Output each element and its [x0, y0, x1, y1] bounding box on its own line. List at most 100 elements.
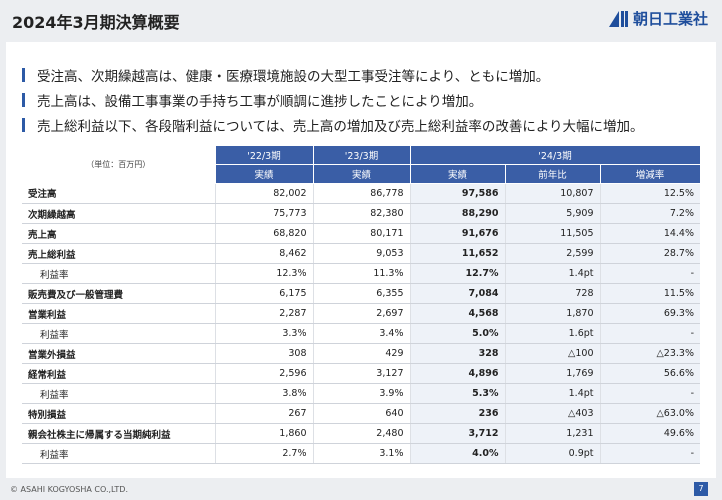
- cell: 2,697: [312, 303, 410, 324]
- cell: 3.3%: [214, 323, 313, 344]
- cell: 1.4pt: [504, 263, 600, 284]
- cell: -: [599, 443, 700, 464]
- logo-text: 朝日工業社: [632, 10, 708, 28]
- unit-label: （単位：百万円）: [22, 145, 215, 184]
- cell: 1,870: [504, 303, 600, 324]
- cell: 1,231: [504, 423, 600, 444]
- cell: 1,769: [504, 363, 600, 384]
- row-label: 売上高: [22, 223, 215, 244]
- row-label: 特別損益: [22, 403, 215, 424]
- cell: 2.7%: [214, 443, 313, 464]
- cell: 0.9pt: [504, 443, 600, 464]
- page-title: 2024年3月期決算概要: [12, 13, 180, 32]
- cell: 69.3%: [599, 303, 700, 324]
- subheader: 実績: [409, 164, 506, 184]
- cell: 4,568: [409, 303, 505, 324]
- cell: 49.6%: [599, 423, 700, 444]
- row-label: 経常利益: [22, 363, 215, 384]
- data-row: 次期繰越高 75,773 82,380 88,290 5,909 7.2%: [22, 203, 700, 224]
- subheader: 実績: [214, 164, 314, 184]
- sub-row: 利益率 12.3% 11.3% 12.7% 1.4pt -: [22, 263, 700, 284]
- cell: -: [599, 323, 700, 344]
- bullet-text: 売上高は、設備工事事業の手持ち工事が順調に進捗したことにより増加。: [37, 93, 483, 110]
- cell: 12.3%: [214, 263, 313, 284]
- cell: 11,505: [504, 223, 600, 244]
- cell: △100: [504, 343, 600, 364]
- cell: 11,652: [409, 243, 505, 264]
- cell: 2,596: [214, 363, 313, 384]
- cell: 10,807: [504, 183, 600, 204]
- cell: 3,712: [409, 423, 505, 444]
- cell: 11.5%: [599, 283, 700, 304]
- cell: 97,586: [409, 183, 505, 204]
- cell: 4.0%: [409, 443, 505, 464]
- row-label: 親会社株主に帰属する当期純利益: [22, 423, 215, 444]
- cell: 236: [409, 403, 505, 424]
- cell: 308: [214, 343, 313, 364]
- row-label: 利益率: [22, 443, 215, 464]
- logo: 朝日工業社: [607, 8, 708, 29]
- logo-icon: [608, 10, 628, 27]
- copyright: © ASAHI KOGYOSHA CO.,LTD.: [10, 485, 128, 494]
- cell: 5,909: [504, 203, 600, 224]
- cell: 7.2%: [599, 203, 700, 224]
- cell: 5.0%: [409, 323, 505, 344]
- cell: 3.1%: [312, 443, 410, 464]
- cell: 429: [312, 343, 410, 364]
- data-row: 親会社株主に帰属する当期純利益 1,860 2,480 3,712 1,231 49.6%: [22, 423, 700, 444]
- bullet-marker: [22, 92, 25, 107]
- cell: 2,599: [504, 243, 600, 264]
- bullet-marker: [22, 67, 25, 82]
- subheader-row: 実績 実績 実績 前年比 増減率: [22, 164, 701, 184]
- cell: 88,290: [409, 203, 505, 224]
- cell: 728: [504, 283, 600, 304]
- row-label: 利益率: [22, 383, 215, 404]
- bullet-marker: [22, 117, 25, 132]
- cell: 75,773: [214, 203, 313, 224]
- cell: 3.8%: [214, 383, 313, 404]
- cell: 1.6pt: [504, 323, 600, 344]
- cell: 6,175: [214, 283, 313, 304]
- cell: 9,053: [312, 243, 410, 264]
- period-header: '24/3期: [409, 145, 701, 165]
- subheader: 前年比: [504, 164, 601, 184]
- cell: 5.3%: [409, 383, 505, 404]
- cell: 82,380: [312, 203, 410, 224]
- cell: 14.4%: [599, 223, 700, 244]
- cell: △23.3%: [599, 343, 700, 364]
- bullet: 受注高、次期繰越高は、健康・医療環境施設の大型工事受注等により、ともに増加。: [22, 62, 644, 87]
- cell: 28.7%: [599, 243, 700, 264]
- results-table: （単位：百万円） '22/3期 '23/3期 '24/3期 実績 実績 実績 前年比増…: [22, 145, 701, 464]
- cell: 12.7%: [409, 263, 505, 284]
- row-label: 売上総利益: [22, 243, 215, 264]
- cell: 6,355: [312, 283, 410, 304]
- cell: 267: [214, 403, 313, 424]
- cell: 4,896: [409, 363, 505, 384]
- sub-row: 利益率 3.8% 3.9% 5.3% 1.4pt -: [22, 383, 700, 404]
- bullet-list: 受注高、次期繰越高は、健康・医療環境施設の大型工事受注等により、ともに増加。売上…: [22, 62, 644, 137]
- cell: 3.9%: [312, 383, 410, 404]
- row-label: 受注高: [22, 183, 215, 204]
- cell: 7,084: [409, 283, 505, 304]
- row-label: 営業外損益: [22, 343, 215, 364]
- data-row: 特別損益 267 640 236 △403 △63.0%: [22, 403, 700, 424]
- sub-row: 利益率 2.7% 3.1% 4.0% 0.9pt -: [22, 443, 700, 464]
- data-row: 経常利益 2,596 3,127 4,896 1,769 56.6%: [22, 363, 700, 384]
- cell: 11.3%: [312, 263, 410, 284]
- cell: 1,860: [214, 423, 313, 444]
- cell: △403: [504, 403, 600, 424]
- cell: △63.0%: [599, 403, 700, 424]
- row-label: 販売費及び一般管理費: [22, 283, 215, 304]
- row-label: 次期繰越高: [22, 203, 215, 224]
- cell: 8,462: [214, 243, 313, 264]
- cell: -: [599, 263, 700, 284]
- subheader: 実績: [312, 164, 411, 184]
- cell: 1.4pt: [504, 383, 600, 404]
- row-label: 利益率: [22, 263, 215, 284]
- data-row: 販売費及び一般管理費 6,175 6,355 7,084 728 11.5%: [22, 283, 700, 304]
- cell: 3.4%: [312, 323, 410, 344]
- cell: -: [599, 383, 700, 404]
- page-number: 7: [694, 482, 708, 496]
- data-row: 受注高 82,002 86,778 97,586 10,807 12.5%: [22, 183, 700, 204]
